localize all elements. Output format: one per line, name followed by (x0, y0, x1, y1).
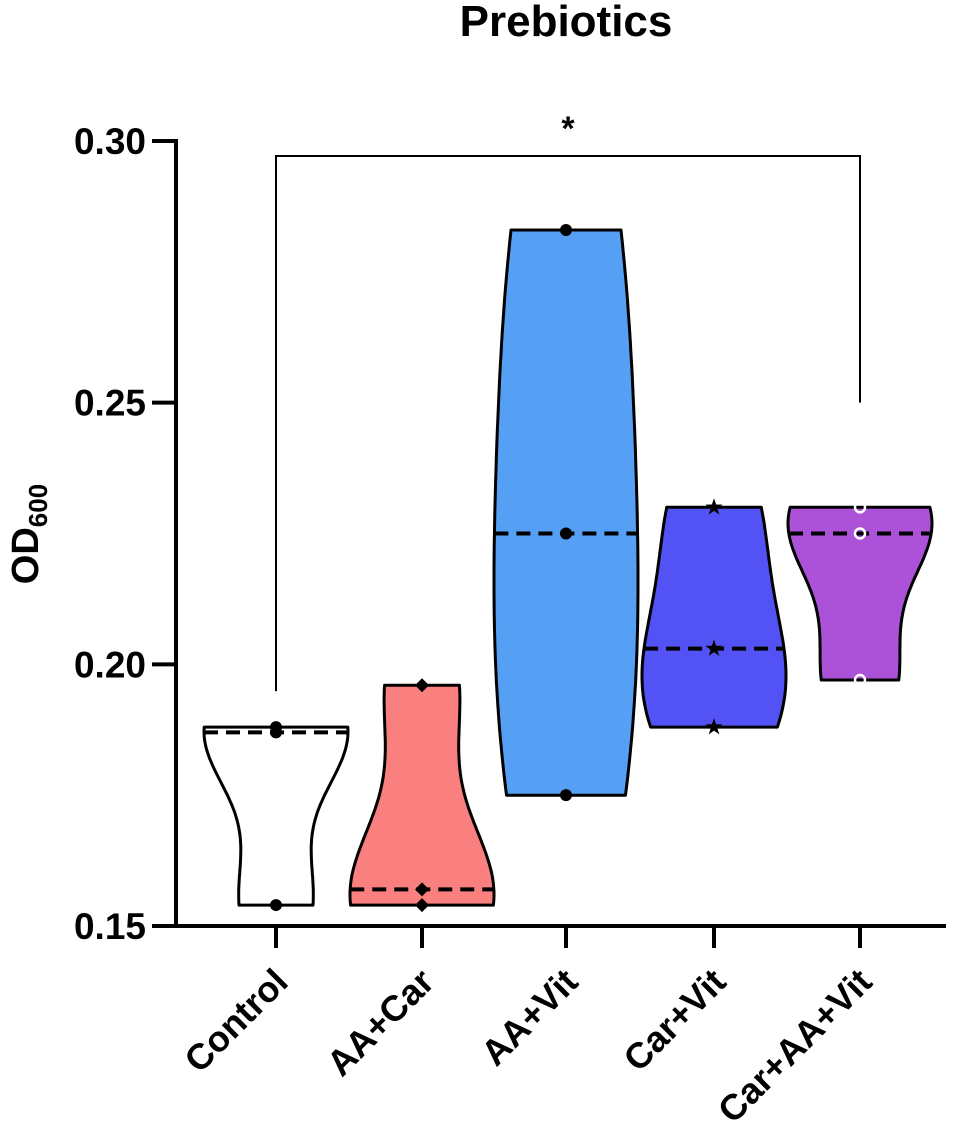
y-tick-label: 0.20 (74, 644, 146, 685)
data-point (560, 223, 572, 236)
x-tick-label: AA+Vit (473, 961, 586, 1074)
data-point (270, 721, 282, 734)
significance-label: * (561, 110, 575, 148)
data-point (853, 673, 867, 687)
data-point (853, 527, 867, 540)
x-tick-label: Control (176, 961, 295, 1080)
x-tick-label: Car+Vit (615, 961, 733, 1079)
violins (202, 223, 934, 913)
violin-body (202, 725, 350, 907)
bracket-line (275, 155, 861, 692)
data-point (705, 498, 723, 515)
y-axis-label: OD600 (5, 484, 53, 584)
data-point (560, 527, 572, 540)
significance-bracket: * (275, 110, 861, 692)
chart-title: Prebiotics (460, 0, 673, 46)
violin-body (348, 683, 496, 907)
y-tick-label: 0.30 (74, 121, 146, 162)
y-tick-label: 0.15 (74, 906, 146, 947)
violin-body (640, 505, 788, 729)
data-point (853, 501, 867, 514)
data-point (270, 899, 282, 912)
y-tick-label: 0.25 (74, 383, 146, 424)
y-axis-label-main: OD (5, 527, 47, 584)
data-point (415, 882, 429, 897)
y-axis-label-subscript: 600 (23, 484, 53, 527)
data-point (705, 639, 723, 656)
x-tick-label: AA+Car (319, 961, 442, 1084)
x-tick-label: Car+AA+Vit (710, 961, 880, 1131)
data-point (705, 718, 723, 735)
data-point (415, 898, 429, 913)
violin-body (492, 228, 640, 797)
data-point (560, 789, 572, 802)
data-point (415, 678, 429, 693)
violin-body (786, 505, 934, 682)
